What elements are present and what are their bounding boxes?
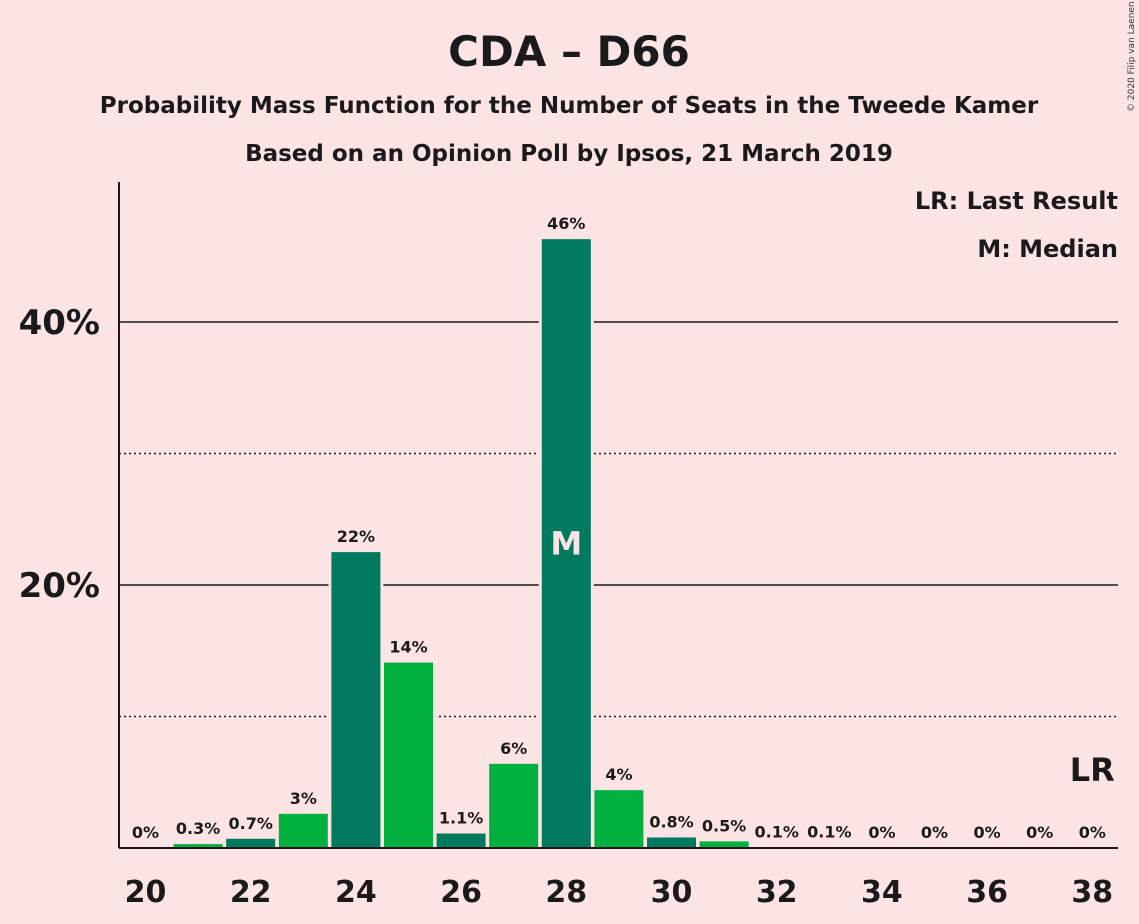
- data-label-seat-24: 22%: [337, 527, 375, 546]
- x-tick-label: 28: [545, 875, 587, 910]
- y-tick-label: 40%: [19, 303, 100, 343]
- x-tick-label: 24: [335, 875, 377, 910]
- data-label-seat-28: 46%: [547, 214, 585, 233]
- bar-seat-23: [278, 813, 328, 848]
- data-label-seat-34: 0%: [868, 823, 895, 842]
- bar-seat-22: [226, 838, 276, 848]
- bar-seat-27: [489, 763, 539, 848]
- chart-title: CDA – D66: [448, 27, 690, 76]
- x-tick-label: 36: [966, 875, 1008, 910]
- data-label-seat-36: 0%: [974, 823, 1001, 842]
- data-label-seat-27: 6%: [500, 739, 527, 758]
- x-tick-label: 22: [230, 875, 272, 910]
- bar-seat-28: [541, 239, 591, 848]
- chart-subtitle: Probability Mass Function for the Number…: [100, 93, 1039, 119]
- data-label-seat-22: 0.7%: [229, 814, 273, 833]
- data-label-seat-23: 3%: [290, 789, 317, 808]
- bar-seat-25: [384, 662, 433, 848]
- bars: [173, 239, 854, 848]
- data-label-seat-20: 0%: [132, 823, 159, 842]
- bar-seat-29: [594, 790, 644, 848]
- chart-subtitle-poll: Based on an Opinion Poll by Ipsos, 21 Ma…: [245, 141, 893, 167]
- data-label-seat-31: 0.5%: [702, 816, 746, 835]
- gridlines: [119, 321, 1118, 718]
- x-tick-labels: 20 22 24 26 28 30 32 34 36 38: [125, 875, 1114, 910]
- bar-seat-21: [173, 844, 223, 848]
- data-label-seat-26: 1.1%: [439, 809, 483, 828]
- x-tick-label: 32: [756, 875, 798, 910]
- x-tick-label: 38: [1071, 875, 1113, 910]
- data-label-seat-35: 0%: [921, 823, 948, 842]
- legend-last-result: LR: Last Result: [915, 187, 1118, 215]
- data-label-seat-33: 0.1%: [807, 822, 851, 841]
- data-labels: 0% 0.3% 0.7% 3% 22% 14% 1.1% 6% 46% M 4% 0.8% 0.5% 0.…: [132, 214, 1115, 842]
- data-label-seat-38: 0%: [1079, 823, 1106, 842]
- bar-seat-26: [436, 833, 486, 848]
- y-tick-label: 20%: [19, 566, 100, 606]
- copyright-notice: © 2020 Filip van Laenen: [1127, 1, 1137, 112]
- data-label-seat-29: 4%: [605, 765, 632, 784]
- y-tick-labels: 20% 40%: [19, 303, 100, 606]
- data-label-seat-30: 0.8%: [649, 812, 693, 831]
- x-tick-label: 34: [861, 875, 903, 910]
- data-label-seat-25: 14%: [389, 638, 427, 657]
- bar-seat-24: [331, 552, 381, 848]
- x-tick-label: 26: [440, 875, 482, 910]
- bar-seat-31: [699, 841, 749, 848]
- legend-median: M: Median: [977, 235, 1118, 263]
- median-marker: M: [550, 525, 582, 563]
- x-tick-label: 30: [651, 875, 693, 910]
- data-label-seat-37: 0%: [1026, 823, 1053, 842]
- data-label-seat-21: 0.3%: [176, 819, 220, 838]
- x-tick-label: 20: [125, 875, 167, 910]
- last-result-marker: LR: [1070, 751, 1115, 789]
- data-label-seat-32: 0.1%: [755, 822, 799, 841]
- bar-seat-30: [647, 837, 696, 848]
